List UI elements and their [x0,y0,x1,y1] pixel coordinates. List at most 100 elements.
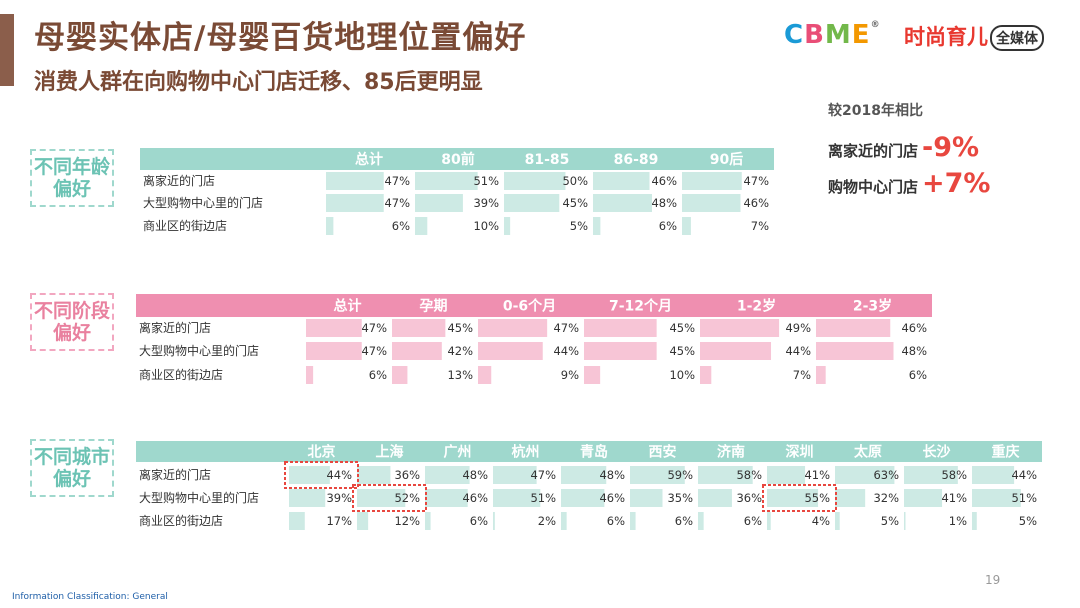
data-bar [700,319,780,337]
data-bar [392,319,446,337]
column-header: 80前 [441,151,474,168]
data-bar [425,512,431,530]
data-bar [630,512,636,530]
data-bar [904,466,958,484]
data-bar [698,512,704,530]
column-header: 杭州 [512,444,540,461]
data-bar [835,512,840,530]
comparison-row: 离家近的门店 -9% [828,132,980,163]
data-label: 47% [361,344,387,358]
data-bar [357,512,369,530]
data-label: 7% [751,219,769,233]
column-header: 济南 [717,444,745,461]
data-bar [326,194,384,212]
data-bar [698,466,753,484]
row-label: 商业区的街边店 [139,367,223,382]
data-label: 59% [667,468,693,482]
data-label: 46% [651,174,677,188]
data-label: 46% [599,491,625,505]
column-header: 86-89 [614,152,659,168]
data-bar [561,512,567,530]
data-label: 45% [562,196,588,210]
data-label: 49% [785,321,811,335]
data-label: 46% [462,491,488,505]
data-bar [682,194,741,212]
data-bar [415,172,478,190]
data-label: 35% [667,491,693,505]
data-label: 51% [1011,491,1037,505]
data-label: 42% [447,344,473,358]
column-header: 0-6个月 [503,298,556,315]
row-label: 商业区的街边店 [139,513,223,528]
column-header: 重庆 [992,444,1020,461]
data-label: 44% [1011,468,1037,482]
data-bar [972,466,1015,484]
data-bar [504,172,566,190]
data-label: 48% [901,344,927,358]
data-label: 36% [736,491,762,505]
comparison-value: -9% [922,132,980,163]
column-header: 总计 [355,151,383,168]
data-label: 48% [599,468,625,482]
stage-group-label: 不同阶段 偏好 [30,293,114,351]
data-bar [504,217,511,235]
column-header: 1-2岁 [737,298,776,315]
data-label: 45% [447,321,473,335]
column-header: 西安 [649,444,677,461]
row-label: 商业区的街边店 [143,218,227,233]
column-header: 青岛 [580,444,608,461]
data-label: 51% [530,491,556,505]
chart-header-band [136,441,1042,462]
data-bar [584,366,601,384]
row-label: 离家近的门店 [139,320,211,335]
data-bar [972,489,1021,507]
highlight-box [762,484,837,512]
data-label: 32% [873,491,899,505]
data-label: 6% [392,219,410,233]
data-label: 4% [812,514,830,528]
data-bar [816,319,891,337]
data-bar [478,319,548,337]
data-bar [357,489,406,507]
row-label: 离家近的门店 [143,173,215,188]
row-label: 大型购物中心里的门店 [139,490,259,505]
data-bar [493,466,537,484]
data-label: 6% [607,514,625,528]
highlight-box [352,484,427,512]
data-label: 47% [553,321,579,335]
data-label: 47% [361,321,387,335]
data-label: 58% [736,468,762,482]
data-bar [425,466,470,484]
data-bar [289,489,326,507]
data-bar [392,342,442,360]
data-bar [493,512,495,530]
column-header: 太原 [854,444,882,461]
data-label: 44% [785,344,811,358]
data-label: 46% [743,196,769,210]
column-header: 7-12个月 [609,298,672,315]
data-label: 6% [369,368,387,382]
comparison-panel: 较2018年相比 离家近的门店 -9% 购物中心门店 +7% [828,100,990,199]
data-bar [630,489,663,507]
data-label: 55% [804,491,830,505]
data-bar [767,512,771,530]
data-bar [425,489,468,507]
comparison-heading: 较2018年相比 [828,103,923,119]
column-header: 长沙 [923,444,951,461]
data-bar [904,489,943,507]
data-label: 44% [326,468,352,482]
title-accent-bar [0,14,14,86]
cbme-logo: CBME® [784,20,881,50]
data-bar [593,217,601,235]
data-label: 6% [659,219,677,233]
data-bar [835,489,866,507]
data-label: 5% [1019,514,1037,528]
data-label: 51% [473,174,499,188]
data-bar [816,342,894,360]
data-bar [835,466,895,484]
data-label: 5% [570,219,588,233]
column-header: 总计 [334,298,362,315]
data-label: 1% [949,514,967,528]
data-label: 10% [473,219,499,233]
